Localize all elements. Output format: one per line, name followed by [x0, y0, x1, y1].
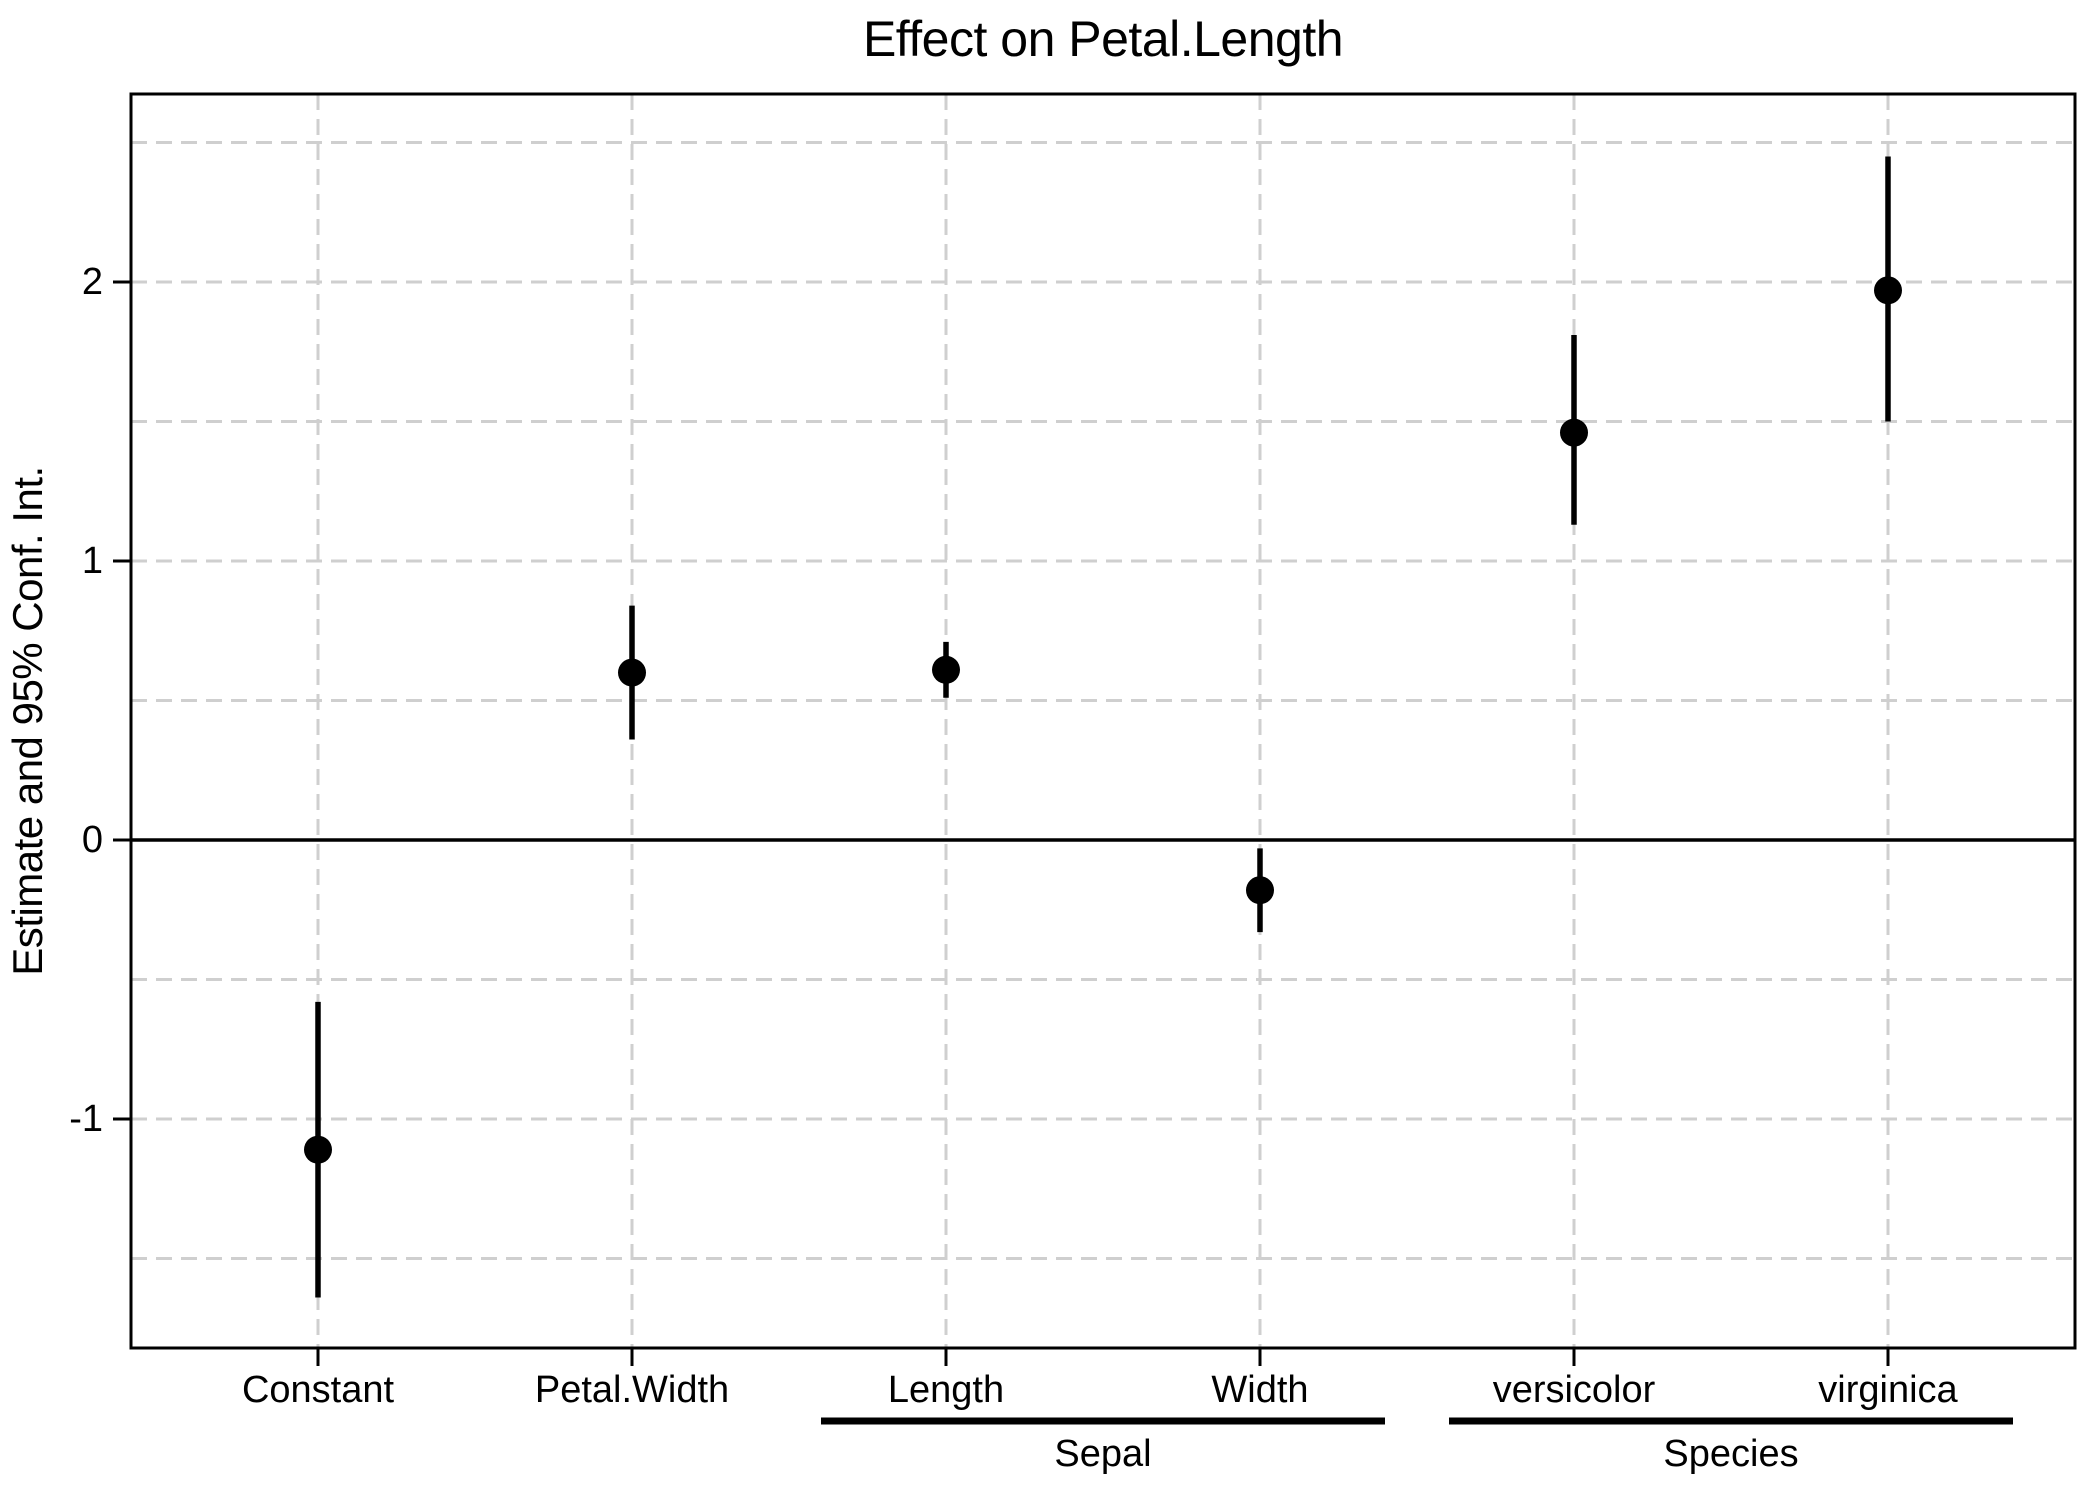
y-tick-label: -1	[69, 1098, 103, 1140]
y-axis-label: Estimate and 95% Conf. Int.	[4, 466, 51, 975]
x-tick-label-versicolor: versicolor	[1493, 1369, 1656, 1411]
x-tick-label-constant: Constant	[242, 1369, 395, 1411]
estimate-point-length	[932, 655, 960, 684]
estimate-point-constant	[304, 1135, 332, 1164]
group-label-species: Species	[1663, 1433, 1798, 1475]
x-tick-label-length: Length	[888, 1369, 1004, 1411]
chart-title: Effect on Petal.Length	[863, 11, 1343, 67]
y-tick-label: 0	[82, 819, 103, 861]
x-tick-label-petal-width: Petal.Width	[535, 1369, 729, 1411]
estimate-point-petal-width	[618, 658, 646, 687]
y-tick-label: 2	[82, 261, 103, 303]
estimate-point-versicolor	[1560, 418, 1588, 447]
panel-border	[129, 92, 2077, 1350]
estimate-point-virginica	[1874, 276, 1902, 305]
group-label-sepal: Sepal	[1054, 1433, 1151, 1475]
x-tick-label-virginica: virginica	[1818, 1369, 1958, 1411]
y-tick-label: 1	[82, 540, 103, 582]
x-tick-label-width: Width	[1211, 1369, 1308, 1411]
estimate-point-width	[1246, 876, 1274, 905]
